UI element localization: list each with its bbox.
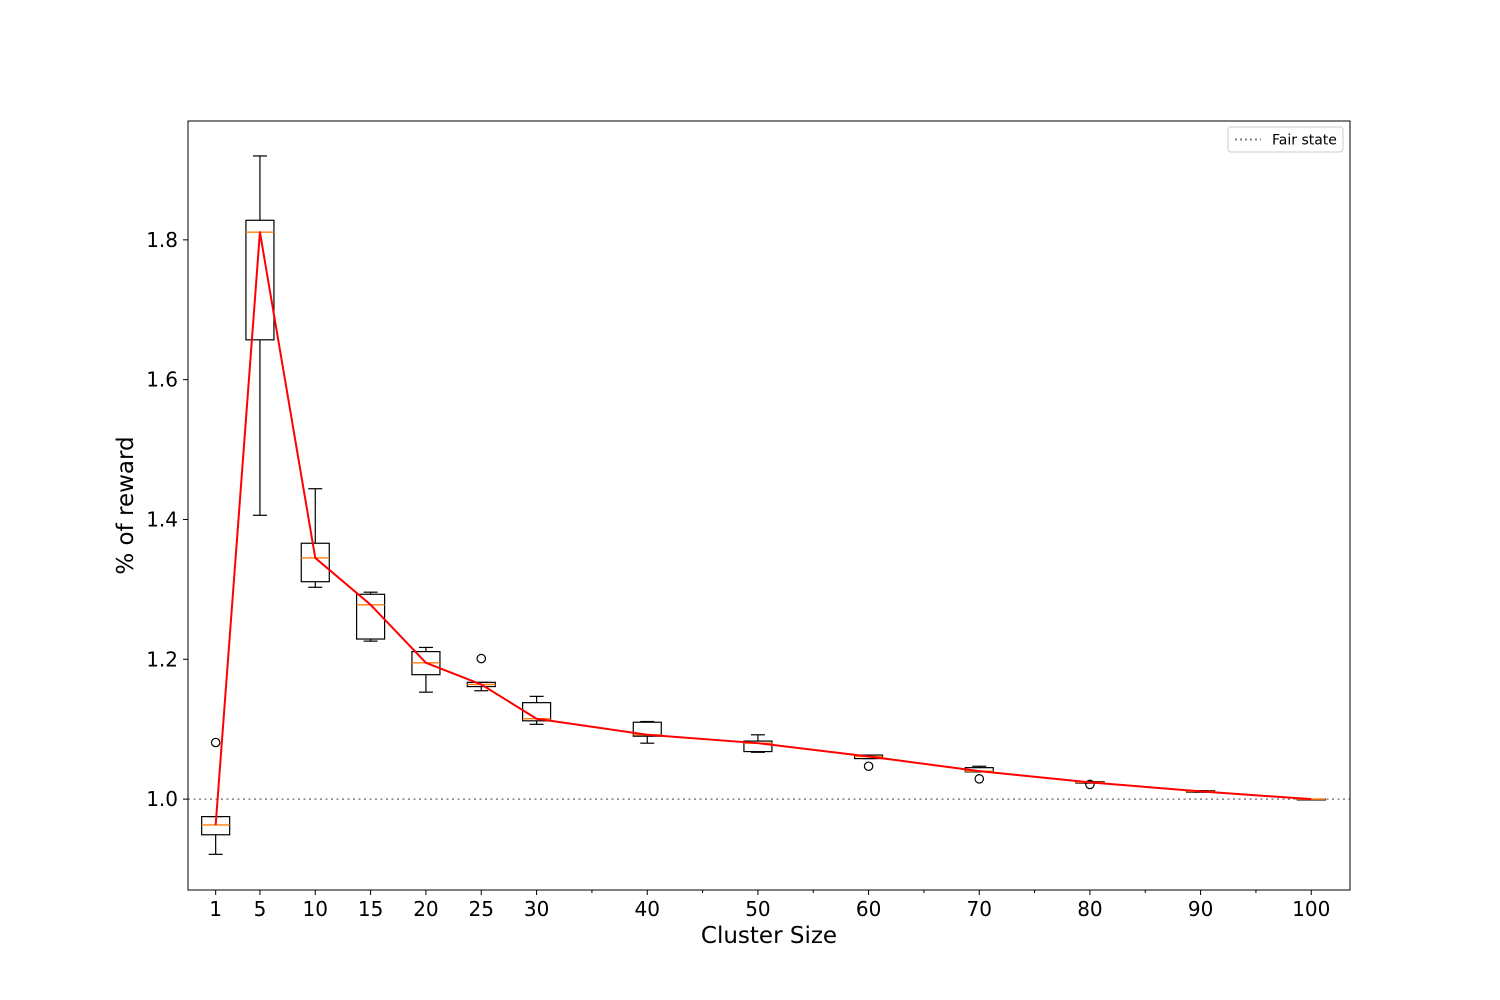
- y-tick-label: 1.2: [146, 647, 178, 671]
- box-outlier: [974, 774, 985, 784]
- x-tick-label: 5: [254, 897, 267, 921]
- box-20: [411, 646, 441, 693]
- x-tick-label: 80: [1077, 897, 1102, 921]
- x-tick-label: 90: [1188, 897, 1213, 921]
- plot-frame: [187, 120, 1351, 891]
- box-5: [245, 155, 275, 516]
- box-outlier: [863, 761, 874, 772]
- box-outlier: [476, 653, 487, 664]
- box-outlier: [210, 737, 221, 748]
- box-body: [743, 740, 773, 753]
- box-body: [300, 542, 330, 583]
- x-tick-label: 30: [524, 897, 549, 921]
- x-tick-label: 20: [413, 897, 438, 921]
- box-25: [466, 653, 496, 692]
- box-body: [356, 593, 386, 640]
- legend-entry-fair-state: Fair state: [1272, 133, 1337, 149]
- box-outlier: [1085, 779, 1095, 790]
- x-tick-label: 70: [967, 897, 992, 921]
- plot-area: [188, 155, 1350, 855]
- x-axis-label: Cluster Size: [701, 923, 837, 949]
- x-tick-label: 10: [303, 897, 328, 921]
- y-tick-label: 1.4: [146, 507, 178, 531]
- y-tick-label: 1.6: [146, 368, 178, 392]
- box-body: [521, 702, 552, 722]
- x-tick-label: 25: [469, 897, 494, 921]
- legend: Fair state: [1227, 126, 1344, 153]
- x-tick-label: 60: [856, 897, 881, 921]
- box-body: [632, 721, 662, 737]
- legend-box: [1227, 126, 1344, 153]
- y-axis-label: % of reward: [113, 436, 139, 574]
- y-tick-label: 1.8: [146, 228, 178, 252]
- y-tick-label: 1.0: [146, 787, 178, 811]
- x-tick-label: 50: [745, 897, 770, 921]
- box-10: [300, 488, 330, 588]
- median-trend-line: [214, 231, 1312, 826]
- x-tick-label: 40: [635, 897, 660, 921]
- axes-ticks: 1 5 10 15 20 25 30 40 50 60 70 80 90 1001.01.21.41.61…: [146, 228, 1330, 921]
- box-body: [245, 219, 275, 341]
- x-tick-label: 15: [358, 897, 383, 921]
- x-tick-label: 100: [1292, 897, 1330, 921]
- x-tick-label: 1: [209, 897, 222, 921]
